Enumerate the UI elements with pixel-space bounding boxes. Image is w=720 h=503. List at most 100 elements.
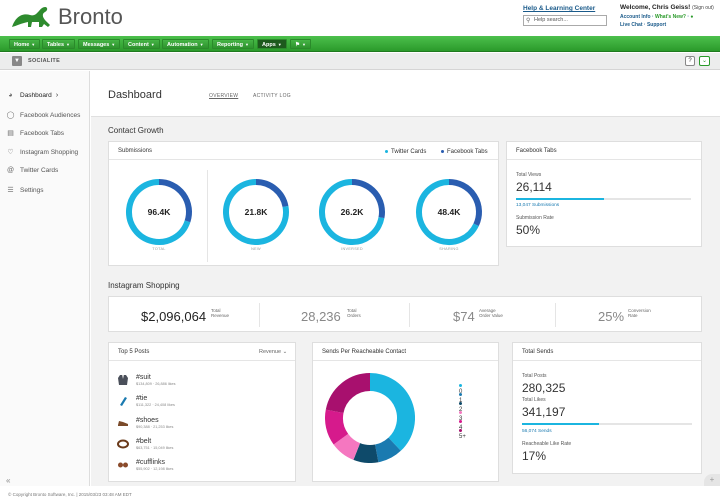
donut-slice xyxy=(333,433,361,460)
legend-label: 3 xyxy=(459,416,463,422)
stat-label-revenue: Total Revenue xyxy=(211,308,229,318)
post-tag: #cufflinks xyxy=(136,459,166,466)
nav-apps[interactable]: Apps ▼ xyxy=(257,39,287,49)
list-item[interactable]: #shoes $90,388 · 21,253 likes xyxy=(117,417,173,429)
stat-label-line: Conversion xyxy=(628,308,651,313)
section-title-instagram-shopping: Instagram Shopping xyxy=(108,281,180,290)
nav-flag[interactable]: ⚑ ▼ xyxy=(290,39,311,49)
sidebar-item-label: Instagram Shopping xyxy=(20,148,79,156)
options-dropdown-button[interactable]: ⌄ xyxy=(699,56,710,66)
submissions-card: Submissions Twitter Cards Facebook Tabs … xyxy=(108,141,499,266)
support-link[interactable]: Support xyxy=(646,22,667,28)
page-title: Dashboard xyxy=(108,89,162,101)
like-rate-value: 17% xyxy=(522,449,547,463)
nav-tables[interactable]: Tables ▼ xyxy=(42,39,75,49)
sidebar-item-facebook-audiences[interactable]: ◯ Facebook Audiences xyxy=(6,111,81,120)
stat-label-aov: Average Order Value xyxy=(479,308,503,318)
help-search-input[interactable]: ⚲ Help search... xyxy=(523,15,607,26)
dashboard-icon: ◕ xyxy=(8,92,13,99)
welcome-name: Welcome, Chris Geiss! xyxy=(620,4,691,11)
card-title: Total Sends xyxy=(513,343,701,361)
sidebar-item-facebook-tabs[interactable]: ▤ Facebook Tabs xyxy=(6,129,64,138)
post-tag: #shoes xyxy=(136,417,159,424)
legend-item: 1 xyxy=(459,392,465,404)
list-item[interactable]: #cufflinks $55,902 · 12,198 likes xyxy=(117,459,173,471)
ring-segment-twitter xyxy=(416,179,479,245)
main-content: Dashboard OVERVIEW ACTIVITY LOG Contact … xyxy=(91,71,720,486)
facebook-tabs-card: Facebook Tabs Total Views 26,114 13,047 … xyxy=(506,141,702,247)
chevron-down-icon: ▼ xyxy=(150,42,155,47)
legend-item: 5+ xyxy=(459,428,466,440)
legend-dot xyxy=(385,149,388,153)
sign-out-link[interactable]: (Sign out) xyxy=(692,5,714,11)
legend-label: Facebook Tabs xyxy=(447,149,488,155)
post-meta: $63,751 · 15,049 likes xyxy=(136,446,174,450)
whats-new-link[interactable]: What's New? xyxy=(655,14,686,20)
sidebar-item-label: Twitter Cards xyxy=(20,167,59,174)
shoe-icon xyxy=(118,421,128,426)
donut-chart-total xyxy=(126,179,192,245)
socialite-icon: ▼ xyxy=(12,56,22,66)
help-button[interactable]: ? xyxy=(685,56,695,66)
legend-item: 4 xyxy=(459,419,465,431)
ring-label: TOTAL xyxy=(152,247,166,251)
divider xyxy=(259,303,260,327)
help-center-link[interactable]: Help & Learning Center xyxy=(523,5,596,12)
account-info-link[interactable]: Account Info xyxy=(620,14,651,20)
sends-per-contact-card: Sends Per Reacheable Contact 0 1 2 3 4 5+ xyxy=(312,342,499,482)
legend-item: 2 xyxy=(459,401,465,413)
divider xyxy=(207,170,208,262)
legend-item: 0 xyxy=(459,383,465,395)
expand-button[interactable]: + xyxy=(704,474,720,486)
collapse-sidebar-button[interactable]: « xyxy=(6,476,11,485)
tab-overview[interactable]: OVERVIEW xyxy=(209,93,239,99)
ring-segment-facebook xyxy=(351,179,385,219)
nav-home[interactable]: Home ▼ xyxy=(9,39,41,49)
chevron-down-icon: ⌄ xyxy=(701,58,708,64)
legend-dot xyxy=(459,392,462,396)
ring-segment-facebook xyxy=(158,179,192,223)
total-posts-value: 280,325 xyxy=(522,381,566,395)
sidebar: ◕ Dashboard › ◯ Facebook Audiences ▤ Faceboo… xyxy=(0,71,90,486)
bronto-logo[interactable]: Bronto xyxy=(10,4,123,30)
sidebar-item-instagram-shopping[interactable]: ♡ Instagram Shopping xyxy=(6,148,79,157)
sends-link[interactable]: 56,074 Sends xyxy=(522,429,552,434)
sort-dropdown[interactable]: Revenue ⌄ xyxy=(259,349,287,355)
ring-label: SHARING xyxy=(439,247,459,251)
app-name: SOCIALITE xyxy=(28,58,61,64)
tab-activity-log[interactable]: ACTIVITY LOG xyxy=(253,93,291,99)
nav-content[interactable]: Content ▼ xyxy=(123,39,160,49)
legend-dot xyxy=(441,149,444,153)
legend-label: 5+ xyxy=(459,434,466,440)
sidebar-item-label: Settings xyxy=(20,186,44,194)
ring-segment-twitter xyxy=(319,179,385,245)
nav-reporting[interactable]: Reporting ▼ xyxy=(212,39,254,49)
ring-value: 21.8K xyxy=(244,207,268,217)
divider xyxy=(409,303,410,327)
total-likes-label: Total Likes xyxy=(522,397,546,403)
total-likes-value: 341,197 xyxy=(522,405,566,419)
legend-dot xyxy=(459,419,462,423)
list-item[interactable]: #tie $111,322 · 24,408 likes xyxy=(117,395,175,407)
list-item[interactable]: #belt $63,751 · 15,049 likes xyxy=(117,438,173,450)
chevron-down-icon: ▼ xyxy=(199,42,204,47)
ring-value: 26.2K xyxy=(340,207,364,217)
main-nav: Home ▼ Tables ▼ Messages ▼ Content ▼ Automat… xyxy=(0,36,720,52)
donut-slice xyxy=(369,373,415,451)
live-chat-link[interactable]: Live Chat xyxy=(620,22,643,28)
sidebar-item-label: Dashboard xyxy=(20,92,52,99)
donut-chart-inversed xyxy=(319,179,385,245)
nav-automation[interactable]: Automation ▼ xyxy=(162,39,209,49)
sidebar-item-twitter-cards[interactable]: @ Twitter Cards xyxy=(6,167,58,174)
submissions-link[interactable]: 13,047 Submissions xyxy=(516,203,560,208)
nav-label: Tables xyxy=(47,42,65,48)
list-item[interactable]: #suit $134,809 · 26,886 likes xyxy=(117,374,175,386)
nav-messages[interactable]: Messages ▼ xyxy=(78,39,121,49)
dinosaur-icon xyxy=(12,6,50,27)
app-subbar: ▼ SOCIALITE ? ⌄ xyxy=(0,53,720,70)
sidebar-item-settings[interactable]: ☰ Settings xyxy=(6,186,44,195)
sidebar-item-dashboard[interactable]: ◕ Dashboard › xyxy=(6,92,58,99)
total-posts-label: Total Posts xyxy=(522,373,547,379)
settings-icon: ☰ xyxy=(7,187,14,194)
heart-icon: ♡ xyxy=(7,149,14,156)
